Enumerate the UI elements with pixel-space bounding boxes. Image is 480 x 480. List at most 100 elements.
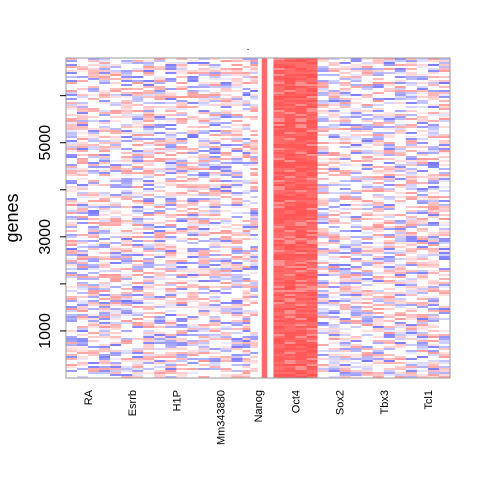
heatmap-cell [273, 70, 285, 72]
heatmap-cell [284, 162, 296, 164]
heatmap-cell [132, 374, 144, 376]
heatmap-cell [339, 120, 351, 122]
heatmap-cell [361, 110, 373, 112]
heatmap-cell [77, 340, 89, 342]
heatmap-cell [231, 338, 243, 340]
heatmap-cell [317, 228, 329, 230]
heatmap-cell [295, 208, 307, 210]
heatmap-cell [66, 262, 78, 264]
heatmap-cell [405, 132, 417, 134]
heatmap-cell [88, 290, 100, 292]
heatmap-cell [405, 60, 417, 62]
heatmap-cell [361, 360, 373, 362]
heatmap-cell [110, 64, 122, 66]
heatmap-cell [231, 348, 243, 350]
heatmap-cell [88, 340, 100, 342]
heatmap-cell [372, 166, 384, 168]
heatmap-cell [394, 192, 406, 194]
heatmap-cell [317, 164, 329, 166]
heatmap-cell [187, 102, 199, 104]
heatmap-cell [209, 178, 221, 180]
heatmap-cell [220, 322, 232, 324]
heatmap-cell [99, 148, 111, 150]
heatmap-cell [394, 258, 406, 260]
heatmap-cell [143, 204, 155, 206]
heatmap-cell [372, 116, 384, 118]
column-ra [66, 58, 111, 378]
heatmap-cell [132, 300, 144, 302]
heatmap-cell [187, 70, 199, 72]
heatmap-cell [350, 312, 362, 314]
heatmap-cell [416, 160, 428, 162]
heatmap-cell [273, 364, 285, 366]
heatmap-cell [438, 292, 450, 294]
heatmap-cell [176, 238, 188, 240]
heatmap-cell [350, 172, 362, 174]
heatmap-cell [66, 268, 78, 270]
heatmap-cell [165, 278, 177, 280]
heatmap-cell [250, 64, 258, 66]
heatmap-cell [154, 96, 166, 98]
heatmap-cell [427, 362, 439, 364]
heatmap-cell [317, 324, 329, 326]
heatmap-cell [339, 322, 351, 324]
heatmap-cell [328, 354, 340, 356]
heatmap-cell [110, 138, 122, 140]
y-tick-label: 1000 [37, 313, 54, 349]
heatmap-cell [427, 158, 439, 160]
heatmap-cell [273, 320, 285, 322]
heatmap-cell [99, 200, 111, 202]
heatmap-cell [317, 344, 329, 346]
heatmap-cell [317, 248, 329, 250]
heatmap-cell [110, 296, 122, 298]
heatmap-cell [295, 292, 307, 294]
heatmap-cell [209, 180, 221, 182]
heatmap-cell [295, 180, 307, 182]
heatmap-cell [250, 148, 258, 150]
heatmap-cell [295, 58, 307, 60]
heatmap-cell [176, 162, 188, 164]
heatmap-cell [99, 324, 111, 326]
heatmap-cell [306, 110, 318, 112]
heatmap-cell [187, 226, 199, 228]
heatmap-cell [143, 124, 155, 126]
heatmap-cell [416, 112, 428, 114]
heatmap-cell [121, 256, 133, 258]
heatmap-cell [77, 250, 89, 252]
heatmap-cell [165, 314, 177, 316]
heatmap-cell [295, 152, 307, 154]
heatmap-cell [394, 166, 406, 168]
heatmap-cell [295, 154, 307, 156]
heatmap-cell [66, 102, 78, 104]
heatmap-cell [405, 310, 417, 312]
heatmap-cell [328, 238, 340, 240]
heatmap-cell [350, 288, 362, 290]
heatmap-cell [143, 172, 155, 174]
heatmap-cell [306, 260, 318, 262]
heatmap-cell [209, 82, 221, 84]
heatmap-cell [121, 250, 133, 252]
heatmap-cell [242, 342, 251, 344]
heatmap-cell [143, 336, 155, 338]
heatmap-cell [154, 214, 166, 216]
heatmap-cell [66, 272, 78, 274]
heatmap-cell [405, 144, 417, 146]
heatmap-cell [350, 80, 362, 82]
heatmap-cell [273, 222, 285, 224]
heatmap-cell [88, 148, 100, 150]
heatmap-cells [66, 58, 450, 378]
heatmap-cell [187, 200, 199, 202]
heatmap-cell [350, 286, 362, 288]
heatmap-cell [66, 146, 78, 148]
heatmap-cell [427, 252, 439, 254]
heatmap-cell [383, 170, 395, 172]
heatmap-cell [317, 134, 329, 136]
heatmap-cell [121, 192, 133, 194]
heatmap-cell [273, 166, 285, 168]
heatmap-cell [220, 346, 232, 348]
heatmap-cell [250, 156, 258, 158]
heatmap-cell [394, 114, 406, 116]
heatmap-cell [416, 220, 428, 222]
heatmap-cell [328, 62, 340, 64]
heatmap-cell [295, 334, 307, 336]
